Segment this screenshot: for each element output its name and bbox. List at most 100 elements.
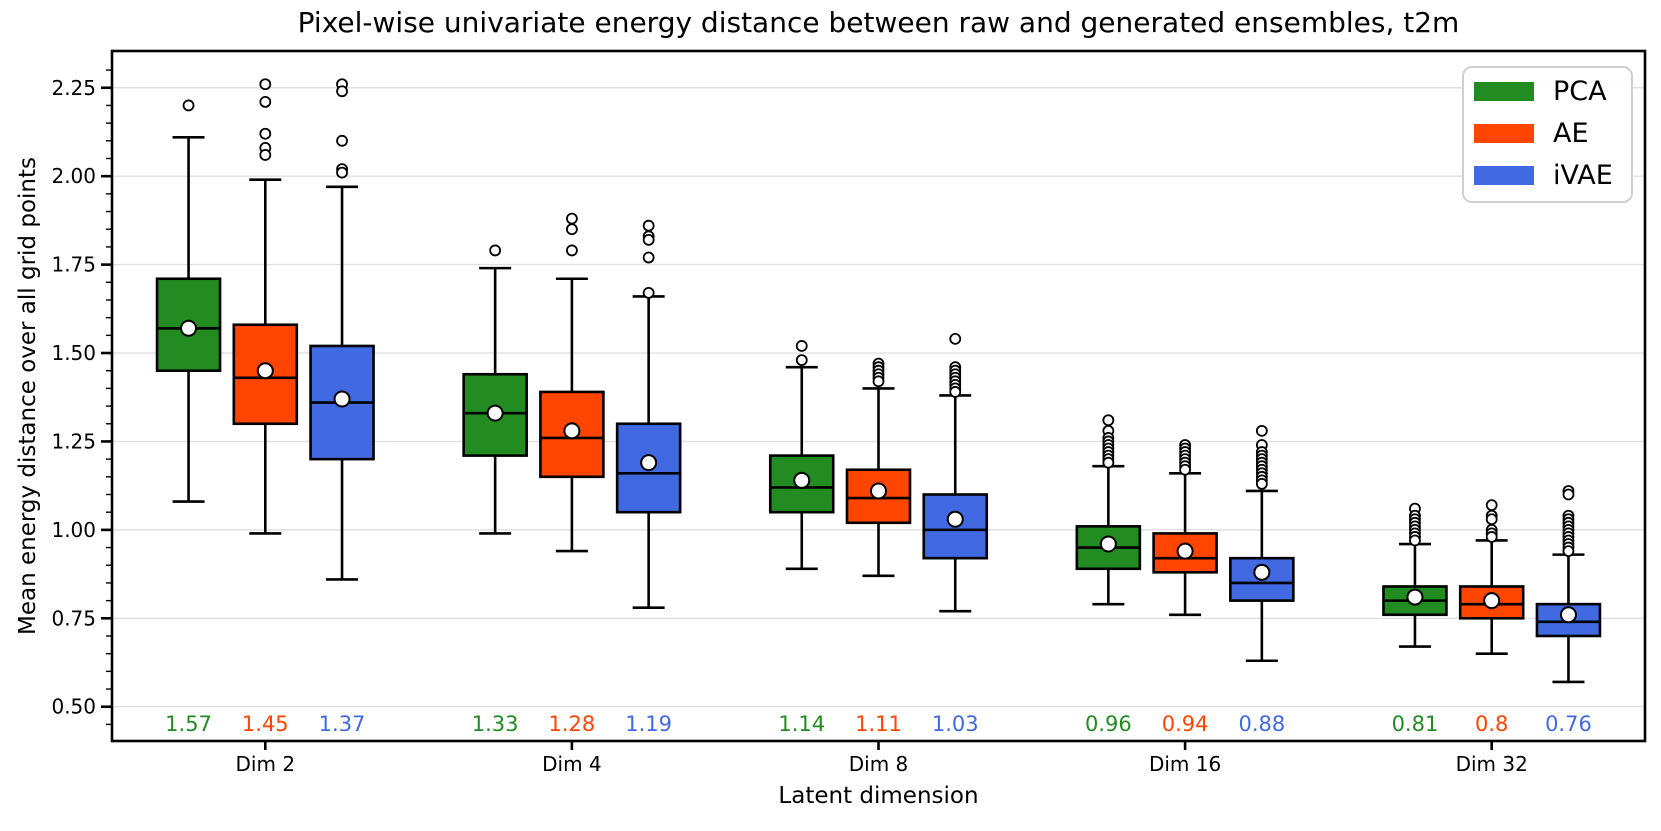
legend-label-pca: PCA: [1553, 76, 1607, 107]
legend-swatch-ivae: [1474, 166, 1534, 185]
mean-value-label: 0.88: [1238, 712, 1285, 736]
outlier-point: [1102, 456, 1115, 469]
box-pca-dim-8: 1.14: [768, 340, 835, 736]
mean-dot: [256, 362, 274, 380]
x-tick-label: Dim 2: [236, 752, 296, 776]
outlier-point: [489, 244, 502, 257]
outlier-point: [872, 375, 885, 388]
box-ae-dim-8: 1.11: [845, 357, 912, 736]
outlier-point: [642, 219, 655, 232]
outlier-point: [1255, 424, 1268, 437]
y-tick-label: 2.00: [51, 164, 96, 188]
mean-value-label: 1.11: [855, 712, 902, 736]
outlier-point: [1485, 513, 1498, 526]
mean-dot: [640, 454, 658, 472]
box-ivae-dim-4: 1.19: [615, 219, 682, 736]
outlier-point: [795, 340, 808, 352]
outlier-point: [259, 149, 272, 161]
mean-value-label: 0.81: [1392, 712, 1439, 736]
outlier-point: [949, 332, 962, 345]
mean-dot: [1253, 563, 1271, 581]
box-rect: [155, 277, 222, 373]
series-pca: 1.57 1.33 1.14 0.96 0.81: [155, 99, 1448, 736]
x-tick-label: Dim 16: [1149, 752, 1221, 776]
outlier-point: [336, 134, 348, 147]
x-axis: Dim 2 Dim 4 Dim 8 Dim 16 Dim 32: [236, 741, 1528, 776]
box-rect: [615, 422, 682, 514]
legend-swatch-pca: [1474, 82, 1534, 101]
legend-swatch-ae: [1474, 124, 1534, 143]
mean-value-label: 0.96: [1085, 712, 1132, 736]
mean-dot: [1559, 606, 1577, 624]
mean-dot: [870, 482, 887, 500]
box-ivae-dim-2: 1.37: [309, 78, 375, 736]
mean-dot: [333, 390, 351, 408]
box-ae-dim-32: 0.8: [1458, 499, 1525, 736]
mean-value-label: 1.28: [549, 712, 596, 736]
series-ivae: 1.37 1.19 1.03 0.88 0.76: [309, 78, 1602, 736]
legend: PCA AE iVAE: [1462, 66, 1633, 203]
y-tick-label: 0.75: [51, 606, 96, 630]
outlier-point: [566, 212, 578, 225]
mean-dot: [180, 319, 198, 337]
outlier-point: [566, 244, 578, 257]
mean-dot: [486, 404, 504, 422]
mean-value-label: 1.14: [778, 712, 825, 736]
series-ae: 1.45 1.28 1.11 0.94 0.8: [232, 78, 1525, 736]
outlier-point: [1255, 477, 1268, 490]
mean-value-label: 1.45: [242, 712, 289, 736]
box-pca-dim-2: 1.57: [155, 99, 222, 736]
x-axis-label: Latent dimension: [778, 783, 979, 809]
outlier-point: [642, 233, 655, 246]
outlier-point: [949, 386, 962, 398]
mean-dot: [793, 471, 811, 489]
outlier-point: [259, 78, 272, 91]
y-tick-label: 2.25: [51, 76, 96, 100]
outlier-point: [1102, 414, 1115, 427]
x-tick-label: Dim 4: [542, 752, 602, 776]
box-ae-dim-16: 0.94: [1152, 439, 1218, 736]
x-tick-label: Dim 32: [1456, 752, 1528, 776]
legend-label-ivae: iVAE: [1553, 160, 1613, 191]
mean-dot: [946, 510, 964, 528]
mean-value-label: 1.57: [165, 712, 212, 736]
mean-dot: [1406, 588, 1424, 606]
outlier-point: [182, 99, 195, 112]
outlier-point: [1562, 488, 1575, 501]
chart-title: Pixel-wise univariate energy distance be…: [297, 6, 1460, 39]
x-tick-label: Dim 8: [849, 752, 909, 776]
outlier-point: [642, 286, 655, 299]
mean-value-label: 1.33: [472, 712, 519, 736]
mean-value-label: 0.76: [1545, 712, 1592, 736]
y-tick-label: 1.50: [51, 341, 96, 365]
outlier-point: [566, 223, 578, 236]
outlier-point: [1485, 531, 1498, 543]
mean-value-label: 1.37: [319, 712, 366, 736]
outlier-point: [336, 85, 348, 98]
box-pca-dim-32: 0.81: [1382, 502, 1448, 736]
box-ivae-dim-8: 1.03: [922, 332, 989, 736]
mean-dot: [563, 422, 581, 440]
mean-value-label: 0.94: [1162, 712, 1209, 736]
outlier-point: [259, 127, 272, 140]
plot-border: [110, 49, 1647, 743]
box-ae-dim-4: 1.28: [539, 212, 605, 736]
y-tick-label: 0.50: [51, 695, 96, 719]
outlier-point: [1562, 545, 1575, 557]
box-pca-dim-4: 1.33: [462, 244, 528, 736]
legend-label-ae: AE: [1553, 118, 1589, 149]
outlier-point: [1409, 534, 1421, 547]
mean-value-label: 0.8: [1475, 712, 1508, 736]
outlier-point: [1179, 463, 1191, 476]
mean-dot: [1099, 535, 1117, 553]
mean-dot: [1176, 542, 1194, 560]
y-tick-label: 1.75: [51, 253, 96, 277]
mean-value-label: 1.03: [932, 712, 979, 736]
box-ivae-dim-32: 0.76: [1535, 485, 1602, 736]
outlier-point: [336, 166, 348, 179]
box-ivae-dim-16: 0.88: [1229, 424, 1295, 736]
outlier-point: [1485, 499, 1498, 512]
mean-dot: [1483, 592, 1501, 610]
